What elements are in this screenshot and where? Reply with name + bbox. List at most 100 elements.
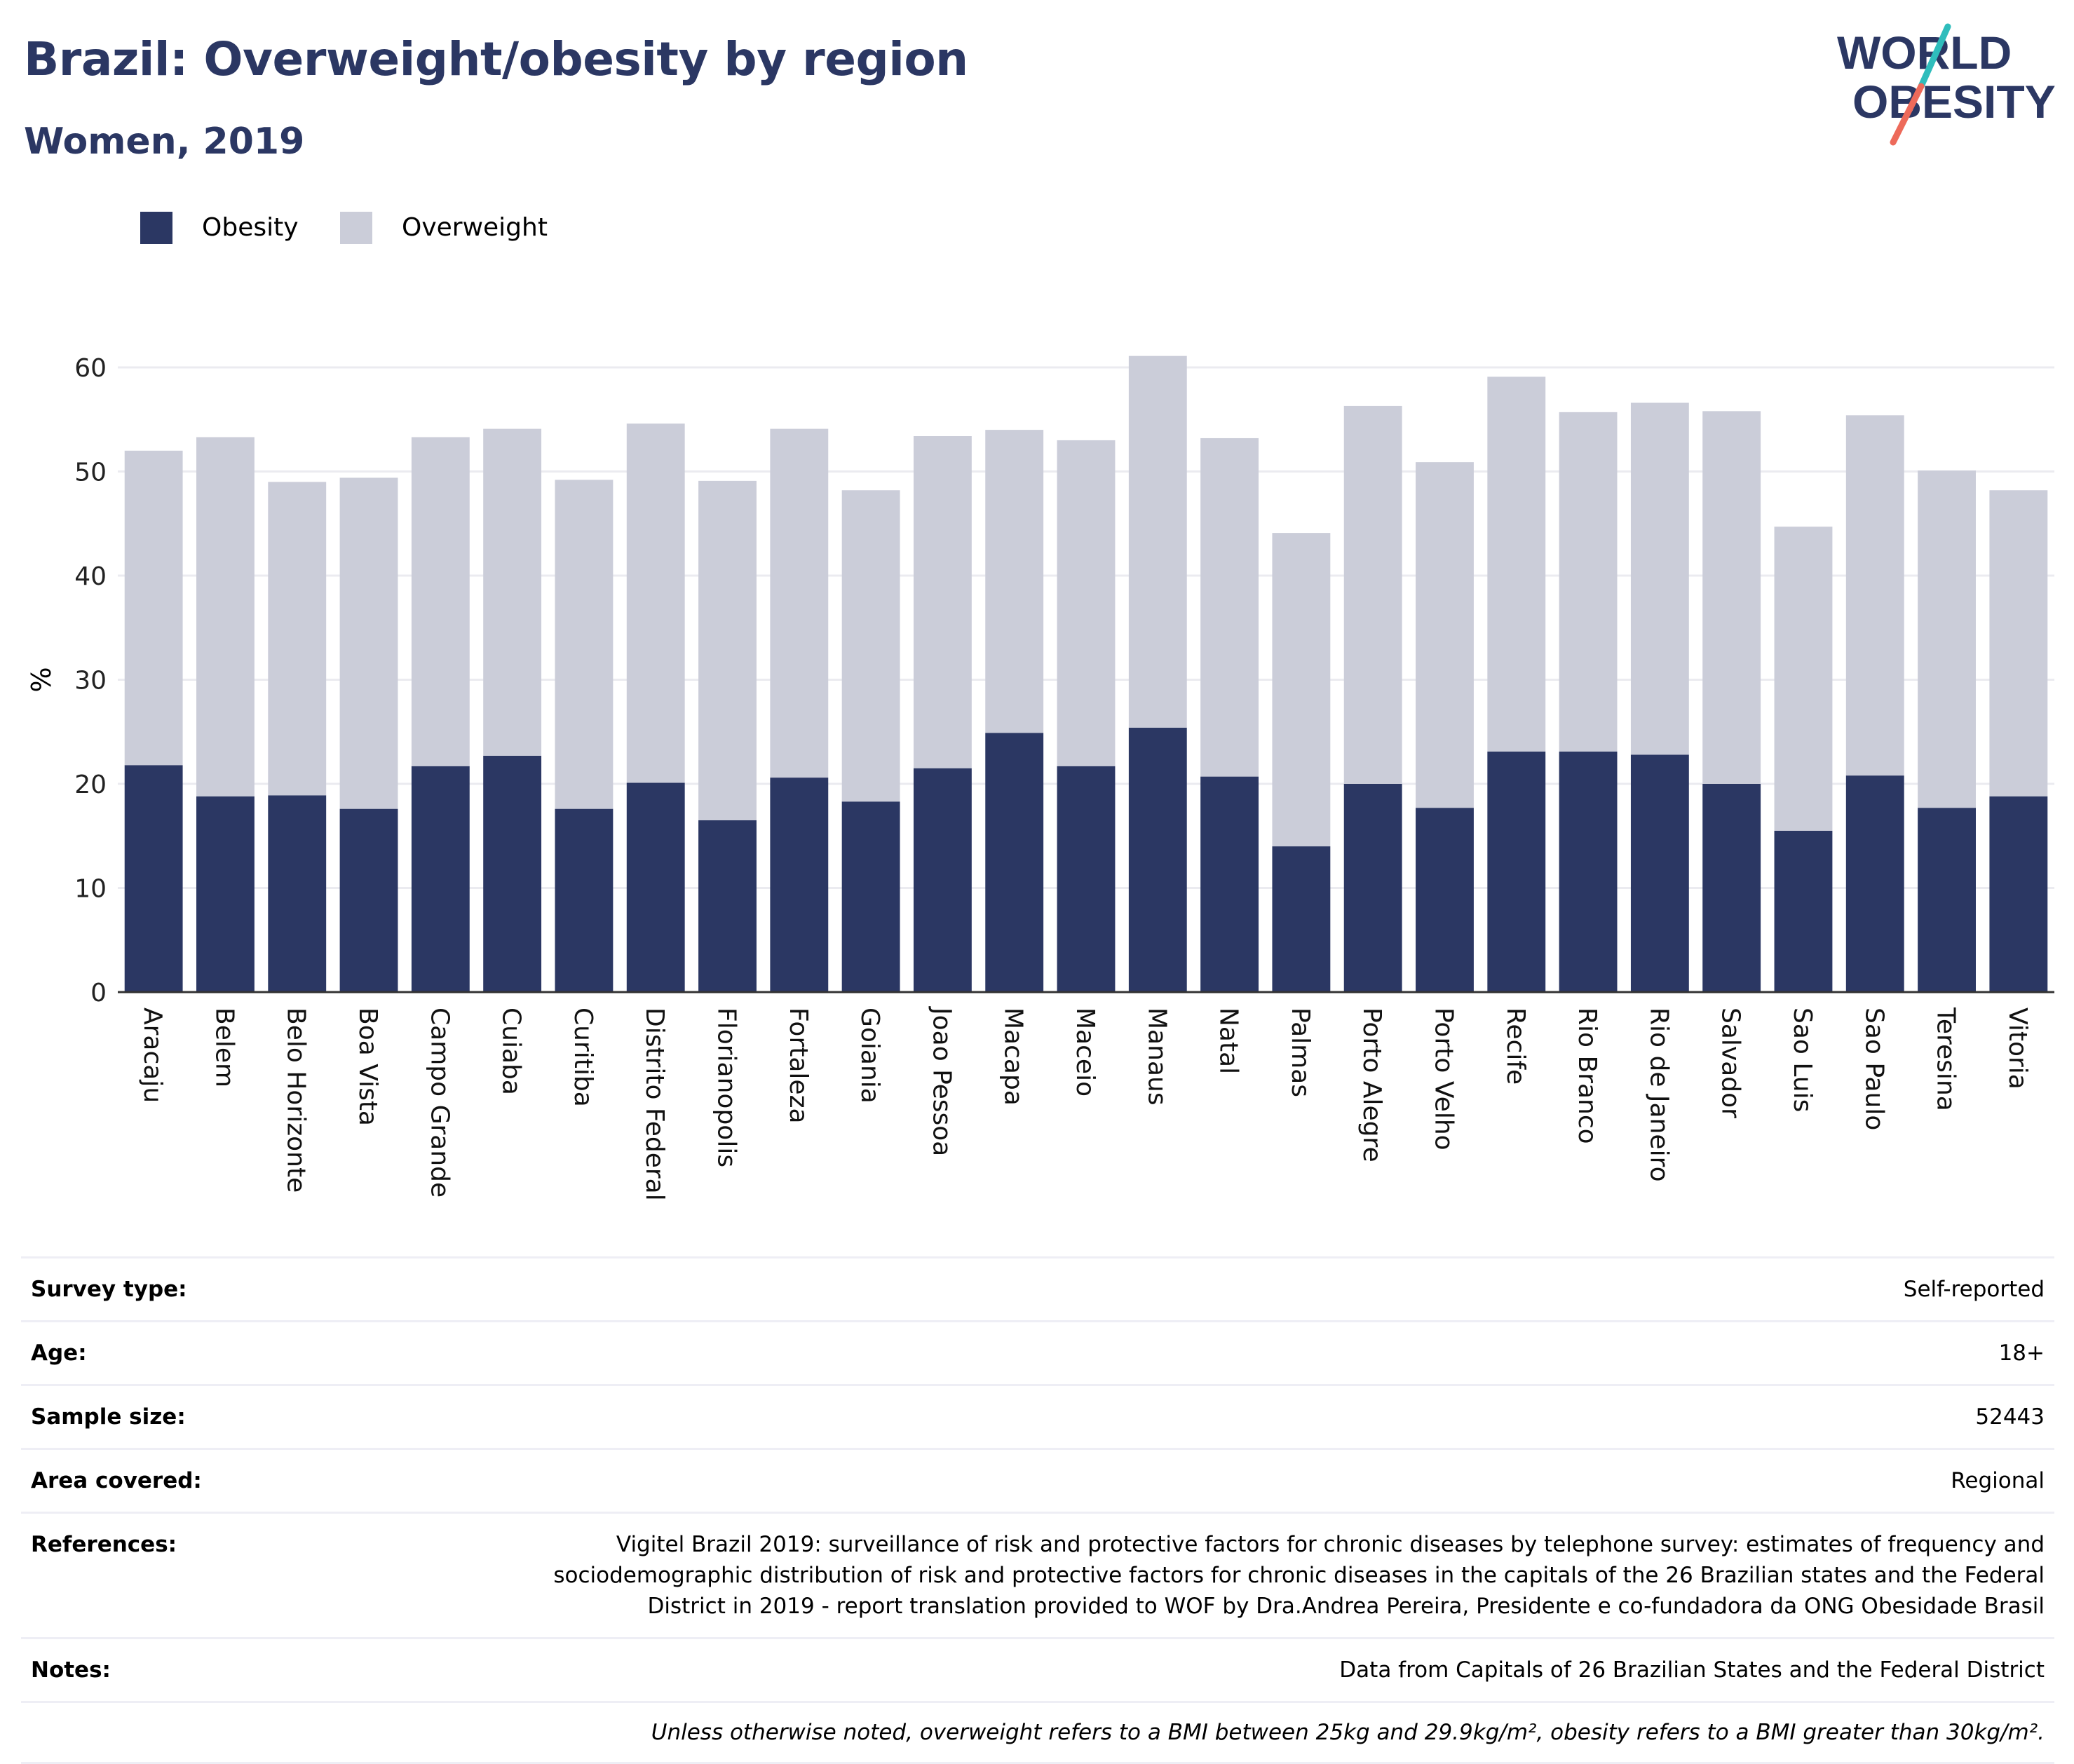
bar-overweight [1918, 470, 1976, 808]
bar-overweight [1559, 412, 1618, 752]
x-tick-label: Rio Branco [1573, 1007, 1601, 1144]
bar-obesity [1343, 784, 1402, 992]
chart-subtitle: Women, 2019 [24, 121, 305, 163]
bar-obesity [1272, 846, 1331, 992]
bar-obesity [1487, 751, 1546, 992]
x-tick-label: Recife [1501, 1007, 1530, 1085]
bar-obesity [483, 755, 542, 992]
bar-obesity [1559, 751, 1618, 992]
x-tick-label: Curitiba [569, 1007, 597, 1107]
legend-swatch-obesity [140, 212, 172, 244]
x-tick-label: Florianopolis [712, 1007, 741, 1167]
x-tick-label: Belem [210, 1007, 238, 1087]
sample-size-label: Sample size: [31, 1404, 186, 1430]
notes-row: Notes: Data from Capitals of 26 Brazilia… [21, 1637, 2054, 1701]
bar-obesity [196, 796, 255, 992]
bar-overweight [483, 428, 542, 756]
bar-overweight [124, 450, 183, 766]
y-tick-label: 60 [74, 354, 107, 383]
world-obesity-logo: WORLD OBESITY [1837, 23, 2056, 146]
bar-overweight [1845, 415, 1904, 776]
bar-obesity [985, 733, 1044, 992]
x-tick-label: Campo Grande [425, 1007, 454, 1198]
bar-overweight [1272, 533, 1331, 847]
bar-obesity [913, 768, 972, 992]
bar-obesity [1128, 727, 1187, 992]
bar-overweight [698, 480, 757, 820]
bar-obesity [1416, 808, 1474, 992]
bar-obesity [411, 766, 470, 992]
x-tick-label: Porto Alegre [1357, 1007, 1386, 1162]
bar-overweight [1200, 437, 1259, 777]
sample-size-value: 52443 [1975, 1404, 2045, 1430]
y-tick-label: 30 [74, 667, 107, 696]
bar-overweight [1487, 376, 1546, 752]
x-tick-label: Cuiaba [497, 1007, 526, 1095]
logo-text-obesity: OBESITY [1852, 76, 2056, 128]
logo-slash-teal [1918, 23, 1951, 90]
y-tick-label: 20 [74, 771, 107, 799]
x-tick-label: Maceio [1071, 1007, 1099, 1097]
bar-overweight [770, 428, 829, 778]
bar-overweight [841, 490, 900, 802]
notes-value: Data from Capitals of 26 Brazilian State… [1339, 1657, 2045, 1683]
x-tick-label: Distrito Federal [640, 1007, 669, 1201]
x-tick-label: Aracaju [138, 1007, 167, 1103]
age-row: Age: 18+ [21, 1320, 2054, 1384]
bar-overweight [985, 430, 1044, 733]
bar-obesity [626, 782, 685, 992]
bar-obesity [770, 778, 829, 992]
logo-text-world: WORLD [1837, 27, 2012, 79]
y-tick-label: 10 [74, 875, 107, 904]
references-label: References: [31, 1532, 177, 1557]
bar-overweight [339, 477, 398, 809]
bar-obesity [1918, 808, 1976, 992]
survey-info-table: Survey type: Self-reported Age: 18+ Samp… [21, 1256, 2054, 1764]
bar-obesity [555, 808, 614, 992]
age-value: 18+ [1998, 1341, 2045, 1366]
x-tick-label: Porto Velho [1429, 1007, 1458, 1151]
legend-label-obesity: Obesity [202, 213, 299, 242]
bar-overweight [1989, 490, 2048, 796]
bar-overweight [626, 423, 685, 783]
survey-type-label: Survey type: [31, 1277, 187, 1302]
x-tick-label: Joao Pessoa [927, 1006, 956, 1156]
x-tick-label: Sao Paulo [1859, 1007, 1888, 1130]
x-tick-label: Boa Vista [353, 1007, 382, 1126]
age-label: Age: [31, 1341, 87, 1366]
bar-obesity [1989, 796, 2048, 992]
x-tick-label: Rio de Janeiro [1644, 1007, 1673, 1182]
bar-obesity [1057, 766, 1116, 992]
x-tick-label: Fortaleza [784, 1007, 813, 1124]
y-tick-label: 0 [90, 979, 107, 1007]
y-axis-label: % [26, 667, 57, 692]
x-tick-label: Sao Luis [1788, 1007, 1817, 1112]
bar-overweight [268, 482, 327, 796]
bar-overweight [1128, 355, 1187, 728]
area-covered-value: Regional [1951, 1468, 2045, 1493]
bar-overweight [196, 437, 255, 796]
bar-overweight [1774, 527, 1833, 831]
x-tick-label: Manaus [1142, 1007, 1171, 1106]
survey-type-row: Survey type: Self-reported [21, 1256, 2054, 1320]
bar-obesity [1630, 754, 1689, 992]
x-tick-label: Teresina [1932, 1007, 1960, 1111]
bar-obesity [1200, 776, 1259, 992]
x-tick-label: Belo Horizonte [282, 1007, 311, 1193]
bar-overweight [1343, 405, 1402, 784]
x-tick-label: Vitoria [2003, 1007, 2032, 1090]
area-covered-row: Area covered: Regional [21, 1448, 2054, 1512]
sample-size-row: Sample size: 52443 [21, 1384, 2054, 1448]
notes-label: Notes: [31, 1657, 111, 1683]
legend-label-overweight: Overweight [402, 213, 548, 242]
chart-title: Brazil: Overweight/obesity by region [24, 32, 968, 86]
references-row: References: Vigitel Brazil 2019: surveil… [21, 1512, 2054, 1637]
bar-obesity [124, 765, 183, 992]
bar-overweight [411, 437, 470, 766]
x-tick-label: Goiania [855, 1007, 884, 1104]
bar-obesity [841, 801, 900, 992]
bar-overweight [1416, 462, 1474, 808]
bar-overweight [913, 436, 972, 768]
bar-obesity [1845, 775, 1904, 992]
bar-overweight [1630, 402, 1689, 755]
